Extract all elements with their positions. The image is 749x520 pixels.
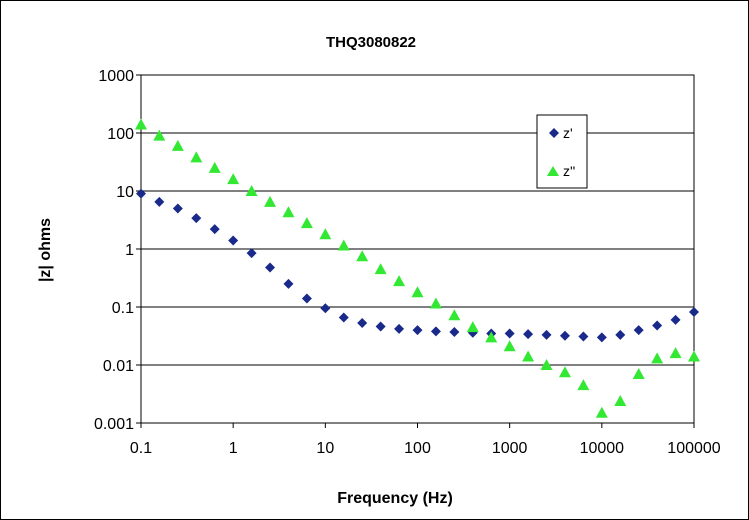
x-tick-label: 10000: [580, 440, 625, 457]
data-point: [172, 203, 183, 214]
data-point: [615, 329, 626, 340]
y-tick-label: 0.01: [103, 358, 134, 375]
data-point: [651, 352, 664, 364]
data-point: [356, 250, 369, 262]
data-point: [503, 340, 516, 352]
data-point: [209, 224, 220, 235]
data-point: [394, 323, 405, 334]
data-point: [320, 303, 331, 314]
data-point: [153, 129, 166, 141]
x-tick-label: 100000: [667, 440, 720, 457]
y-tick-label: 1: [125, 242, 134, 259]
data-point: [411, 286, 424, 298]
data-point: [135, 118, 147, 130]
data-point: [245, 185, 258, 196]
legend-label-z-double-prime: z'': [563, 163, 575, 179]
data-point: [190, 151, 203, 163]
x-tick-label: 10: [316, 440, 334, 457]
ticks: 1000 100 10 1 0.1 0.01 0.001 0.1 1 10 100 1000 10000…: [94, 68, 721, 457]
data-point: [301, 293, 312, 304]
legend-marker-z-double-prime: [547, 166, 559, 176]
data-point: [523, 329, 534, 340]
data-point: [596, 332, 607, 343]
data-point: [171, 139, 184, 151]
data-point: [614, 394, 627, 406]
data-point: [578, 331, 589, 342]
x-tick-label: 1: [229, 440, 238, 457]
y-tick-label: 0.1: [112, 300, 134, 317]
data-point: [670, 314, 681, 325]
data-point: [429, 297, 442, 309]
y-tick-label: 100: [107, 126, 134, 143]
data-point: [504, 328, 515, 339]
data-point: [265, 262, 276, 273]
data-point: [228, 235, 239, 246]
data-point: [541, 329, 552, 340]
data-point: [652, 320, 663, 331]
data-point: [337, 239, 350, 251]
data-point: [522, 350, 535, 362]
data-point: [448, 309, 461, 321]
data-point: [338, 312, 349, 323]
data-point: [375, 321, 386, 332]
data-point: [485, 331, 498, 343]
data-point: [688, 350, 700, 362]
data-point: [319, 228, 332, 240]
data-point: [577, 379, 590, 391]
data-point: [595, 406, 608, 418]
data-point: [283, 278, 294, 289]
y-tick-label: 10: [116, 184, 134, 201]
data-point: [632, 367, 645, 379]
data-point: [357, 317, 368, 328]
data-point: [393, 275, 406, 287]
series-z-double-prime: [135, 118, 700, 418]
data-point: [430, 326, 441, 337]
data-point: [540, 359, 553, 370]
data-point: [264, 195, 277, 207]
data-point: [669, 347, 682, 359]
data-point: [466, 321, 479, 333]
data-point: [136, 188, 146, 199]
data-point: [412, 325, 423, 336]
x-tick-label: 0.1: [130, 440, 152, 457]
legend-box: [536, 114, 588, 189]
y-tick-label: 0.001: [94, 416, 134, 433]
data-point: [208, 161, 221, 173]
data-point: [633, 325, 644, 336]
data-point: [559, 330, 570, 341]
data-point: [374, 263, 387, 275]
data-point: [191, 213, 202, 224]
chart-title: THQ3080822: [326, 34, 416, 51]
series-layer: [135, 118, 700, 418]
data-point: [227, 173, 240, 185]
x-tick-label: 1000: [492, 440, 528, 457]
legend-marker-z-prime: [549, 128, 559, 138]
data-point: [449, 327, 460, 338]
x-tick-label: 100: [404, 440, 431, 457]
x-axis-label: Frequency (Hz): [337, 490, 453, 507]
legend-label-z-prime: z': [563, 125, 573, 141]
data-point: [300, 217, 313, 229]
data-point: [689, 306, 699, 317]
y-tick-label: 1000: [98, 68, 134, 85]
data-point: [154, 196, 165, 207]
data-point: [282, 206, 295, 218]
data-point: [246, 248, 257, 259]
data-point: [558, 366, 571, 378]
legend: z' z'': [536, 114, 588, 189]
y-axis-label: |z| ohms: [37, 218, 54, 282]
